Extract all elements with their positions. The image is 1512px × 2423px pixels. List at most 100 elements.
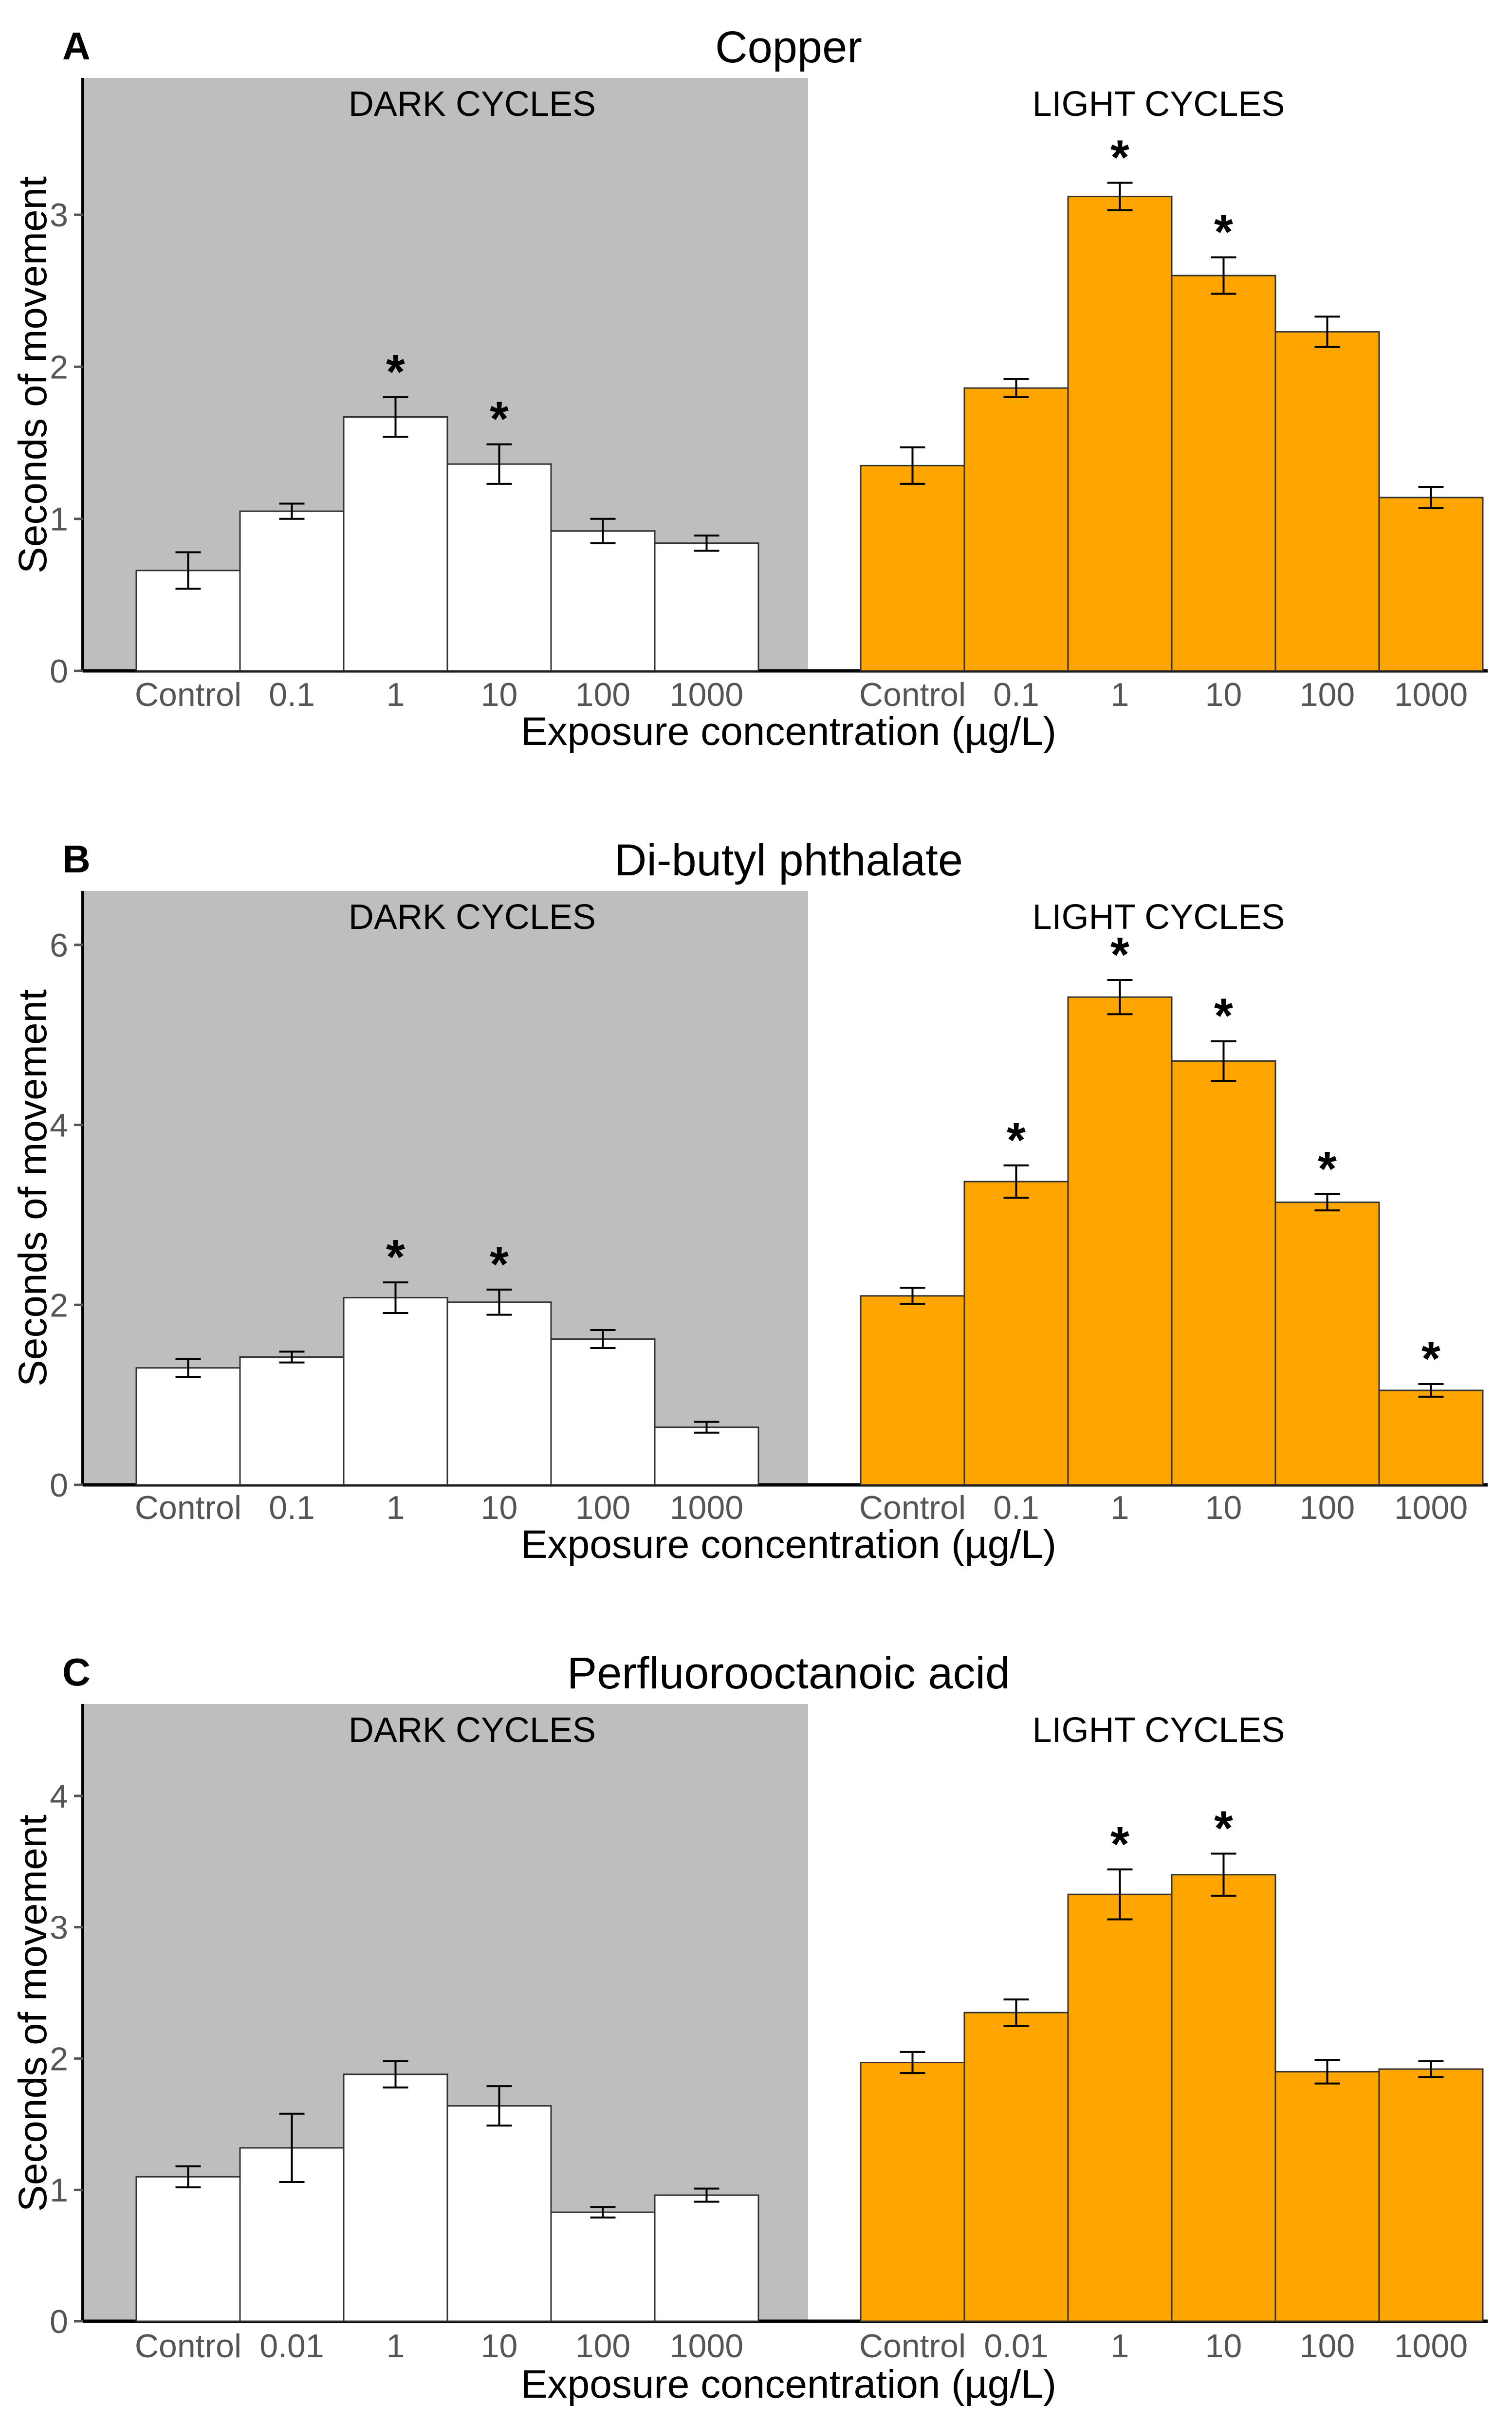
y-tick-label: 0 [50, 2303, 68, 2340]
significance-star: * [490, 1237, 509, 1292]
x-axis-label: Exposure concentration (µg/L) [521, 709, 1056, 754]
y-tick-label: 2 [50, 1287, 68, 1324]
significance-star: * [1318, 1142, 1337, 1196]
x-tick-label: 1000 [1394, 1489, 1468, 1526]
y-tick-label: 4 [50, 1778, 68, 1815]
panel-title: Di-butyl phthalate [614, 835, 963, 885]
light-bar [1171, 275, 1276, 672]
panel-letter: A [62, 24, 91, 68]
light-bar [1067, 196, 1173, 672]
dark-cycles-label: DARK CYCLES [349, 1711, 596, 1750]
significance-star: * [1110, 1817, 1129, 1871]
x-tick-label: Control [859, 1489, 966, 1526]
light-bar [1274, 2071, 1380, 2322]
dark-bar [343, 2073, 448, 2322]
dark-bar [550, 2211, 656, 2322]
x-tick-label: 10 [481, 1489, 518, 1526]
y-tick-label: 4 [50, 1107, 68, 1144]
dark-bar [446, 2105, 552, 2322]
light-bar [1067, 1893, 1173, 2322]
y-tick-label: 1 [50, 2172, 68, 2209]
light-bar [963, 2012, 1069, 2322]
x-tick-label: 10 [481, 2328, 518, 2365]
light-bar [860, 2062, 965, 2322]
x-tick-label: 1 [387, 2328, 405, 2365]
x-axis-label: Exposure concentration (µg/L) [521, 1522, 1056, 1567]
y-axis-label: Seconds of movement [11, 1814, 55, 2212]
x-tick-label: Control [859, 2328, 966, 2365]
x-tick-label: 0.1 [993, 1489, 1039, 1526]
y-tick-label: 2 [50, 349, 68, 386]
dark-bar [343, 416, 448, 672]
y-tick-label: 3 [50, 197, 68, 234]
dark-bar [654, 1426, 759, 1486]
light-bar [860, 1295, 965, 1486]
x-tick-label: 0.01 [259, 2328, 324, 2365]
x-tick-label: Control [135, 676, 241, 713]
x-tick-label: 10 [1205, 676, 1242, 713]
dark-bar [654, 542, 759, 672]
y-axis-label: Seconds of movement [11, 989, 55, 1387]
significance-star: * [1214, 1801, 1233, 1856]
light-bar [963, 387, 1069, 672]
x-tick-label: Control [859, 676, 966, 713]
x-tick-label: 0.01 [984, 2328, 1048, 2365]
light-bar [1378, 1389, 1484, 1486]
significance-star: * [386, 1230, 405, 1284]
x-tick-label: 1000 [670, 676, 743, 713]
significance-star: * [1007, 1113, 1026, 1167]
dark-bar [239, 510, 345, 672]
dark-bar [550, 530, 656, 672]
light-bar [1067, 996, 1173, 1486]
x-tick-label: Control [135, 2328, 241, 2365]
x-tick-label: 100 [1300, 676, 1355, 713]
x-tick-label: 10 [1205, 2328, 1242, 2365]
x-tick-label: 0.1 [269, 1489, 315, 1526]
significance-star: * [490, 392, 509, 446]
y-axis-label: Seconds of movement [11, 176, 55, 573]
panel-title: Copper [715, 22, 862, 72]
significance-star: * [1214, 205, 1233, 259]
light-bar [1378, 2068, 1484, 2322]
light-cycles-label: LIGHT CYCLES [1033, 85, 1285, 124]
dark-bar [446, 463, 552, 672]
x-tick-label: 1000 [1394, 676, 1468, 713]
light-bar [963, 1181, 1069, 1486]
y-tick-label: 3 [50, 1909, 68, 1946]
dark-bar [239, 1356, 345, 1486]
x-tick-label: 1 [387, 1489, 405, 1526]
x-tick-label: 100 [1300, 1489, 1355, 1526]
dark-cycles-label: DARK CYCLES [349, 85, 596, 124]
x-tick-label: 100 [1300, 2328, 1355, 2365]
x-tick-label: 100 [575, 1489, 630, 1526]
light-cycles-label: LIGHT CYCLES [1033, 1711, 1285, 1750]
x-tick-label: 1 [1111, 676, 1129, 713]
dark-bar [343, 1297, 448, 1486]
y-tick-label: 2 [50, 2040, 68, 2077]
x-tick-label: 1000 [670, 2328, 743, 2365]
dark-bar [446, 1301, 552, 1486]
panel-letter: B [62, 837, 91, 881]
significance-star: * [1214, 989, 1233, 1043]
light-bar [1378, 497, 1484, 672]
panel-a: A Copper DARK CYCLES LIGHT CYCLES 0 1 2 3Second… [11, 22, 1488, 754]
light-bar [1274, 331, 1380, 672]
y-tick-label: 1 [50, 501, 68, 538]
significance-star: * [386, 345, 405, 399]
x-tick-label: 1 [387, 676, 405, 713]
x-tick-label: 10 [1205, 1489, 1242, 1526]
significance-star: * [1110, 927, 1129, 982]
x-tick-label: 1000 [1394, 2328, 1468, 2365]
x-tick-label: 1 [1111, 1489, 1129, 1526]
y-tick-label: 6 [50, 927, 68, 964]
dark-bar [550, 1338, 656, 1486]
dark-bar [654, 2194, 759, 2322]
light-cycles-label: LIGHT CYCLES [1033, 898, 1285, 937]
panel-letter: C [62, 1650, 91, 1694]
x-axis-label: Exposure concentration (µg/L) [521, 2362, 1056, 2406]
significance-star: * [1110, 130, 1129, 185]
light-bar [860, 464, 965, 672]
y-tick-label: 0 [50, 653, 68, 690]
light-bar [1171, 1874, 1276, 2322]
